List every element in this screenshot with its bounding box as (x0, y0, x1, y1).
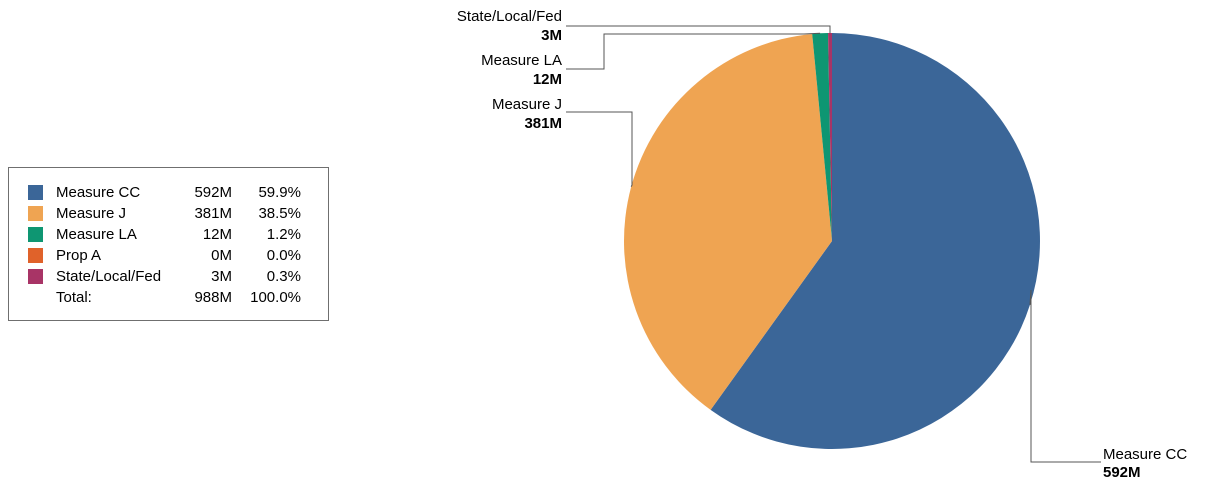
pie-slice-measure-la (812, 33, 832, 241)
legend-item-state-local-fed: State/Local/Fed 3M 0.3% (9, 267, 328, 287)
leader-line-measure-cc (1029, 289, 1101, 463)
legend-name: Prop A (56, 247, 102, 264)
legend-name: Measure J (56, 205, 127, 222)
legend-total-percent: 100.0% (250, 289, 301, 306)
legend-swatch-measure-j (28, 206, 43, 221)
legend-percent: 0.0% (266, 247, 301, 264)
pie-slice-measure-cc (710, 33, 1040, 449)
pie-slice-state-local-fed (828, 33, 832, 241)
legend-swatch-prop-a (28, 248, 43, 263)
legend-item-measure-j: Measure J 381M 38.5% (9, 204, 328, 224)
leader-line-measure-la (566, 32, 821, 70)
legend-percent: 1.2% (266, 226, 301, 243)
leader-line-state-local-fed (566, 25, 831, 33)
pie-slice-measure-j (624, 33, 832, 410)
legend-total-row: Total: 988M 100.0% (9, 288, 328, 308)
legend-name: Measure CC (56, 184, 141, 201)
slice-label-name: Measure J (492, 96, 562, 113)
legend-name: State/Local/Fed (56, 268, 162, 285)
legend-percent: 38.5% (258, 205, 301, 222)
slice-label-name: Measure CC (1103, 446, 1187, 463)
legend: Measure CC 592M 59.9% Measure J 381M 38.… (8, 167, 329, 321)
legend-item-measure-cc: Measure CC 592M 59.9% (9, 183, 328, 203)
legend-item-measure-la: Measure LA 12M 1.2% (9, 225, 328, 245)
legend-total-value: 988M (194, 289, 232, 306)
slice-label-value: 592M (1103, 464, 1141, 481)
legend-value: 12M (202, 226, 232, 243)
legend-swatch-state-local-fed (28, 269, 43, 284)
legend-percent: 59.9% (258, 184, 301, 201)
legend-name: Measure LA (56, 226, 137, 243)
legend-value: 0M (211, 247, 232, 264)
legend-total-label: Total: (56, 289, 92, 306)
legend-swatch-measure-la (28, 227, 43, 242)
leader-lines (566, 25, 1101, 463)
legend-item-prop-a: Prop A 0M 0.0% (9, 246, 328, 266)
slice-label-name: State/Local/Fed (457, 8, 562, 25)
legend-value: 592M (194, 184, 232, 201)
slice-label-value: 12M (533, 71, 562, 88)
slice-label-value: 3M (541, 27, 562, 44)
legend-percent: 0.3% (266, 268, 301, 285)
legend-value: 3M (211, 268, 232, 285)
legend-value: 381M (194, 205, 232, 222)
pie-slices (624, 33, 1040, 449)
slice-label-value: 381M (524, 115, 562, 132)
slice-label-name: Measure LA (481, 52, 562, 69)
leader-line-measure-j (566, 111, 633, 187)
legend-swatch-measure-cc (28, 185, 43, 200)
